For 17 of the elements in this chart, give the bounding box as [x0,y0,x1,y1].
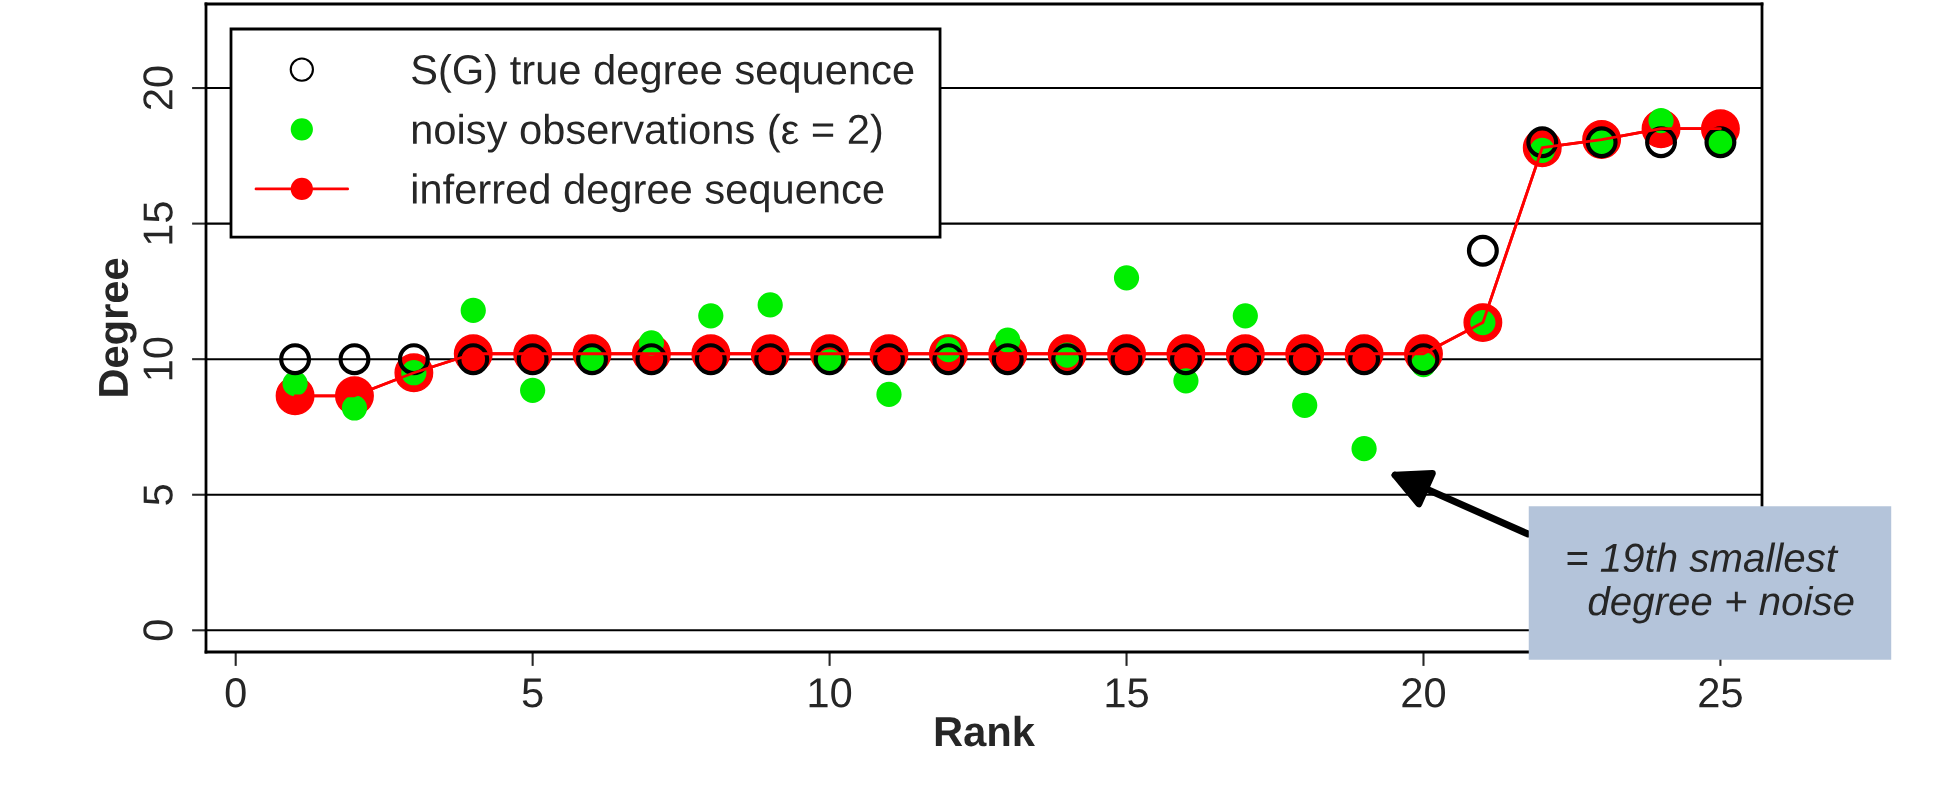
y-axis-title: Degree [99,258,137,396]
annotation: = 19th smallest degree + noise [1567,542,1854,624]
y-tick-label: 10 [143,337,173,380]
y-tick-label: 15 [143,202,173,244]
legend-label: S(G) true degree sequence [412,54,914,93]
y-tick-label: 0 [143,620,173,641]
legend-label: noisy observations (ε = 2) [412,113,882,153]
x-tick-label: 5 [522,678,543,708]
legend-label: inferred degree sequence [412,173,884,213]
x-axis-title: Rank [935,715,1035,747]
x-tick-label: 20 [1402,678,1446,708]
y-tick-label: 20 [143,66,173,110]
y-tick-label: 5 [143,484,173,505]
x-tick-label: 25 [1699,678,1742,708]
x-tick-label: 0 [225,678,246,708]
x-tick-label: 10 [809,678,852,708]
x-tick-label: 15 [1106,678,1148,708]
